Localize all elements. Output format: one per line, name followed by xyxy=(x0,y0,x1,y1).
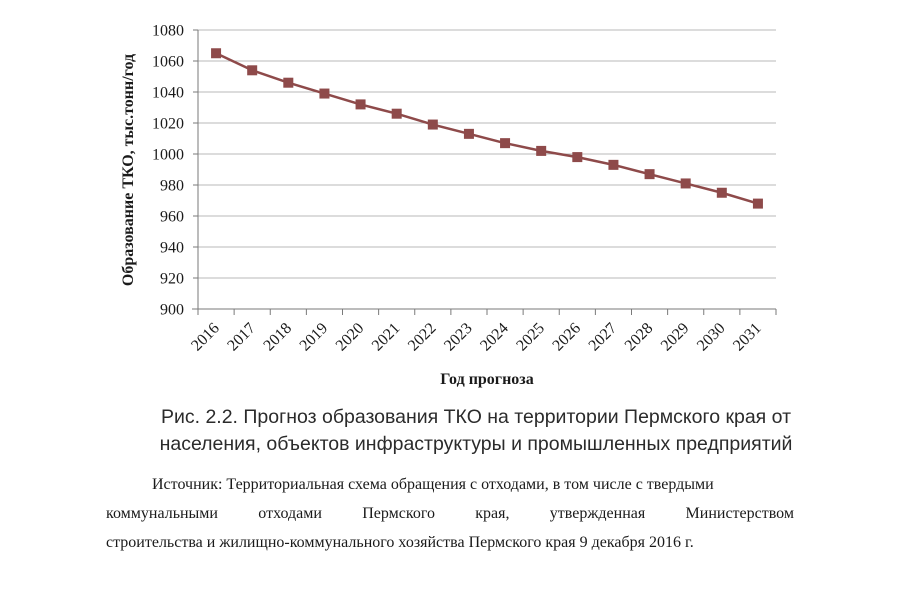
data-point xyxy=(211,48,222,59)
x-tick-label: 2025 xyxy=(513,320,548,355)
data-point xyxy=(536,145,547,156)
data-point xyxy=(716,187,727,198)
figure-caption: Рис. 2.2. Прогноз образования ТКО на тер… xyxy=(96,404,856,458)
y-tick-label: 960 xyxy=(160,209,184,226)
x-tick-label: 2017 xyxy=(224,320,259,355)
data-point xyxy=(680,178,691,189)
source-note: Источник: Территориальная схема обращени… xyxy=(106,470,794,557)
x-tick-label: 2020 xyxy=(333,320,368,355)
y-tick-label: 1080 xyxy=(152,23,184,40)
y-tick-label: 1020 xyxy=(152,116,184,133)
caption-line-1: Рис. 2.2. Прогноз образования ТКО на тер… xyxy=(160,406,792,428)
source-line-3: строительства и жилищно-коммунального хо… xyxy=(106,534,694,551)
data-point xyxy=(752,198,763,209)
y-tick-label: 900 xyxy=(160,302,184,319)
x-tick-label: 2028 xyxy=(622,320,657,355)
data-point xyxy=(572,152,583,163)
y-tick-labels: 900 920 940 960 980 1000 1020 1040 1060 1080 xyxy=(152,23,184,319)
x-tick-labels: 2016 2017 2018 2019 2020 2021 2022 2023 2024 2025… xyxy=(188,320,765,355)
data-point xyxy=(500,138,511,149)
caption-line-2: населения, объектов инфраструктуры и про… xyxy=(159,433,793,455)
x-tick-label: 2030 xyxy=(694,320,729,355)
y-tick-label: 1040 xyxy=(152,85,184,102)
y-tick-label: 1000 xyxy=(152,147,184,164)
data-point xyxy=(283,77,294,88)
x-tick-label: 2031 xyxy=(730,320,765,355)
x-tick-label: 2027 xyxy=(586,320,621,355)
x-tick-label: 2016 xyxy=(188,320,223,355)
x-tick-label: 2022 xyxy=(405,320,440,355)
x-axis-label: Год прогноза xyxy=(440,371,533,388)
chart-series xyxy=(211,48,763,209)
y-tick-label: 940 xyxy=(160,240,184,257)
y-tick-label: 1060 xyxy=(152,54,184,71)
data-point xyxy=(427,119,438,130)
data-point xyxy=(247,65,258,76)
source-line-2: коммунальными отходами Пермского края, у… xyxy=(106,505,794,522)
data-point xyxy=(319,88,330,99)
x-tick-label: 2019 xyxy=(297,320,332,355)
x-tick-label: 2029 xyxy=(658,320,693,355)
data-point xyxy=(463,128,474,139)
x-tick-label: 2024 xyxy=(477,320,512,355)
data-point xyxy=(355,99,366,110)
y-tick-label: 920 xyxy=(160,271,184,288)
x-tick-label: 2018 xyxy=(260,320,295,355)
data-point xyxy=(608,159,619,170)
chart-axes xyxy=(192,29,777,315)
series-line xyxy=(215,52,759,205)
y-tick-label: 980 xyxy=(160,178,184,195)
x-tick-label: 2021 xyxy=(369,320,404,355)
line-chart: 900 920 940 960 980 1000 1020 1040 1060 1080 2016… xyxy=(120,23,777,388)
chart-grid xyxy=(198,29,776,279)
source-line-1: Источник: Территориальная схема обращени… xyxy=(152,476,714,493)
data-point xyxy=(391,108,402,119)
x-tick-label: 2023 xyxy=(441,320,476,355)
x-tick-label: 2026 xyxy=(549,320,584,355)
data-point xyxy=(644,169,655,180)
y-axis-label: Образование ТКО, тыс.тонн/год xyxy=(120,54,137,286)
